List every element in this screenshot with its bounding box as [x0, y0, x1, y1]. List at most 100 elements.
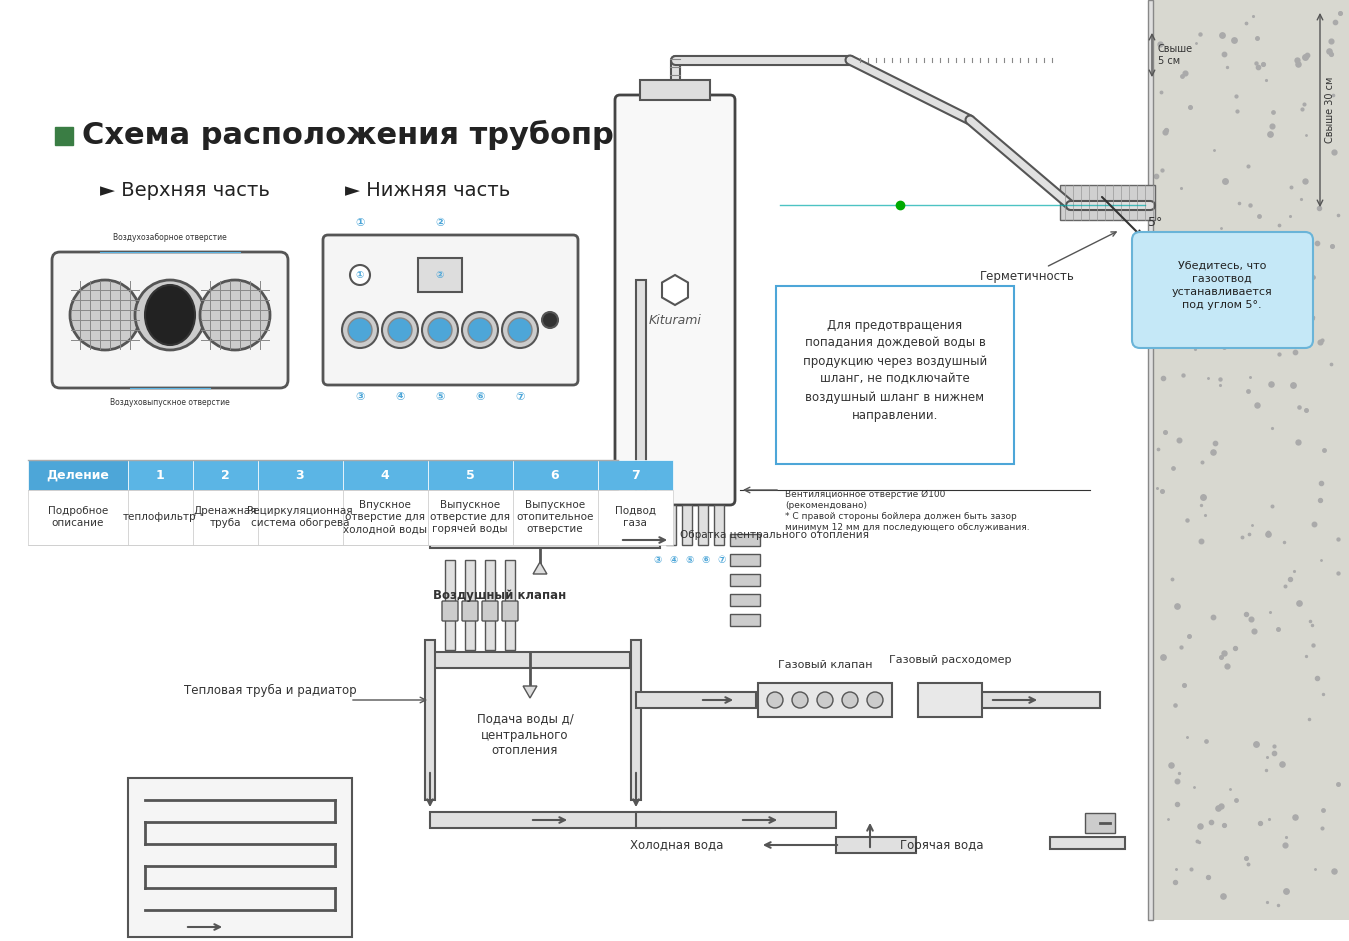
Text: Свыше
5 см: Свыше 5 см: [1157, 44, 1193, 66]
Text: Подвод
газа: Подвод газа: [615, 506, 656, 528]
Text: Kiturami: Kiturami: [649, 313, 701, 327]
Ellipse shape: [144, 285, 196, 345]
Text: 7: 7: [630, 469, 639, 482]
FancyBboxPatch shape: [343, 490, 428, 545]
FancyBboxPatch shape: [513, 490, 598, 545]
Text: Герметичность: Герметичность: [979, 231, 1116, 283]
Text: ⑦: ⑦: [718, 555, 726, 565]
FancyBboxPatch shape: [258, 460, 343, 490]
Text: 5°: 5°: [1148, 215, 1163, 229]
Circle shape: [348, 318, 372, 342]
Text: ⑥: ⑥: [475, 392, 484, 402]
Text: Свыше 30 см: Свыше 30 см: [1325, 77, 1336, 143]
Text: 3: 3: [295, 469, 305, 482]
Text: ⑦: ⑦: [515, 392, 525, 402]
FancyBboxPatch shape: [482, 601, 498, 621]
Bar: [635, 280, 646, 500]
Bar: [650, 505, 660, 545]
FancyBboxPatch shape: [1148, 0, 1153, 920]
Bar: [445, 560, 455, 650]
Text: ①: ①: [355, 218, 364, 228]
Text: ②: ②: [436, 270, 444, 280]
Text: Впускное
отверстие для
холодной воды: Впускное отверстие для холодной воды: [343, 500, 428, 534]
Text: Деление: Деление: [47, 469, 109, 482]
Text: Выпускное
отверстие для
горячей воды: Выпускное отверстие для горячей воды: [430, 500, 510, 534]
Circle shape: [389, 318, 411, 342]
Circle shape: [468, 318, 492, 342]
Text: Подробное
описание: Подробное описание: [47, 506, 108, 528]
Circle shape: [343, 312, 378, 348]
Text: Вентиляционное отверстие Ø100
(рекомендовано)
* С правой стороны бойлера должен : Вентиляционное отверстие Ø100 (рекомендо…: [785, 490, 1029, 533]
FancyBboxPatch shape: [418, 258, 461, 292]
FancyBboxPatch shape: [598, 460, 673, 490]
Circle shape: [817, 692, 832, 708]
Text: Тепловая труба и радиатор: Тепловая труба и радиатор: [183, 683, 356, 696]
Text: ► Нижняя часть: ► Нижняя часть: [345, 181, 510, 199]
Circle shape: [461, 312, 498, 348]
Text: 5: 5: [465, 469, 475, 482]
Text: ④: ④: [670, 555, 679, 565]
Circle shape: [867, 692, 884, 708]
FancyBboxPatch shape: [615, 95, 735, 505]
Circle shape: [70, 280, 140, 350]
Text: Для предотвращения
попадания дождевой воды в
продукцию через воздушный
шланг, не: Для предотвращения попадания дождевой во…: [803, 318, 987, 422]
FancyBboxPatch shape: [428, 460, 513, 490]
Bar: [730, 594, 759, 606]
Circle shape: [422, 312, 459, 348]
FancyBboxPatch shape: [442, 601, 459, 621]
Text: ②: ②: [436, 218, 445, 228]
FancyBboxPatch shape: [322, 235, 577, 385]
Text: Рециркуляционная
система обогрева: Рециркуляционная система обогрева: [247, 506, 353, 528]
Bar: [430, 812, 660, 828]
Bar: [714, 505, 724, 545]
Bar: [430, 652, 630, 668]
Text: Обратка центрального отопления: Обратка центрального отопления: [680, 530, 869, 540]
FancyBboxPatch shape: [258, 490, 343, 545]
Bar: [730, 554, 759, 566]
FancyBboxPatch shape: [193, 490, 258, 545]
Bar: [486, 560, 495, 650]
Bar: [666, 505, 676, 545]
Circle shape: [792, 692, 808, 708]
Bar: [683, 505, 692, 545]
Text: 1: 1: [155, 469, 165, 482]
Bar: [505, 560, 515, 650]
FancyBboxPatch shape: [776, 286, 1014, 464]
Text: Дренажная
труба: Дренажная труба: [193, 505, 256, 528]
Bar: [55, 127, 73, 145]
Bar: [465, 560, 475, 650]
FancyBboxPatch shape: [193, 460, 258, 490]
Circle shape: [502, 312, 538, 348]
FancyBboxPatch shape: [428, 490, 513, 545]
Text: ⑤: ⑤: [436, 392, 445, 402]
FancyBboxPatch shape: [343, 460, 428, 490]
FancyBboxPatch shape: [461, 601, 478, 621]
Bar: [979, 692, 1099, 708]
Circle shape: [842, 692, 858, 708]
Text: ①: ①: [356, 270, 364, 280]
Text: Воздушный клапан: Воздушный клапан: [433, 588, 567, 601]
Text: 2: 2: [221, 469, 229, 482]
Bar: [730, 614, 759, 626]
Text: 4: 4: [380, 469, 390, 482]
Text: ⑤: ⑤: [685, 555, 695, 565]
Text: Воздуховыпускное отверстие: Воздуховыпускное отверстие: [111, 398, 229, 407]
Text: ③: ③: [654, 555, 662, 565]
Bar: [697, 505, 708, 545]
FancyBboxPatch shape: [758, 683, 892, 717]
Bar: [1050, 837, 1125, 849]
Bar: [639, 80, 710, 100]
FancyBboxPatch shape: [1132, 232, 1313, 348]
Bar: [635, 692, 755, 708]
Circle shape: [349, 265, 370, 285]
Text: Холодная вода: Холодная вода: [630, 838, 723, 852]
FancyBboxPatch shape: [513, 460, 598, 490]
Text: Схема расположения трубопровода: Схема расположения трубопровода: [82, 120, 720, 150]
Circle shape: [135, 280, 205, 350]
Text: ③: ③: [355, 392, 364, 402]
Bar: [631, 640, 641, 800]
FancyBboxPatch shape: [1149, 0, 1349, 920]
Bar: [430, 532, 660, 548]
Text: Подача воды д/
центрального
отопления: Подача воды д/ центрального отопления: [476, 712, 573, 758]
Bar: [1085, 813, 1116, 833]
